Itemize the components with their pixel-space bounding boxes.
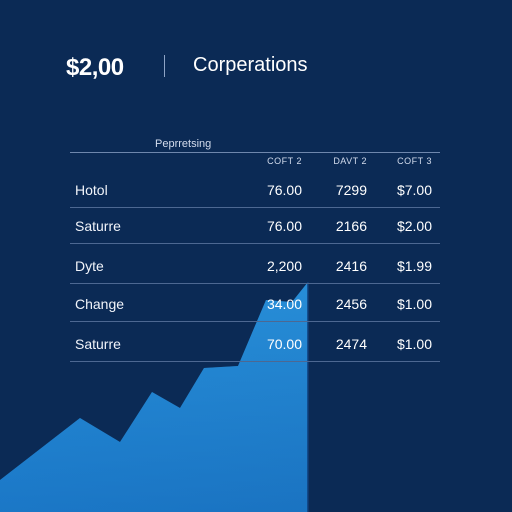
column-header: COFT 2 — [267, 156, 302, 166]
row-label: Dyte — [75, 258, 104, 274]
area-chart-shadow — [0, 282, 308, 512]
row-divider — [70, 361, 440, 362]
table-cell: 34.00 — [266, 296, 302, 312]
table-cell: 76.00 — [266, 218, 302, 234]
column-header: COFT 3 — [397, 156, 432, 166]
table-row: Dyte 2,200 2416 $1.99 — [70, 246, 440, 284]
row-divider — [70, 283, 440, 284]
column-header: DAVT 2 — [333, 156, 367, 166]
table-cell: 2166 — [335, 218, 367, 234]
header: $2,00 Corperations — [0, 0, 512, 110]
table-cell: $1.99 — [396, 258, 432, 274]
table-row: Saturre 76.00 2166 $2.00 — [70, 206, 440, 244]
header-title: Corperations — [193, 54, 308, 76]
header-amount: $2,00 — [66, 54, 124, 81]
row-label: Change — [75, 296, 125, 312]
table-cell: 76.00 — [266, 182, 302, 198]
table-cell: 7299 — [335, 182, 367, 198]
table-cell: $1.00 — [396, 336, 432, 352]
row-divider — [70, 243, 440, 244]
table-cell: $2.00 — [396, 218, 432, 234]
table-top-divider — [70, 152, 440, 153]
table-cell: 2456 — [335, 296, 367, 312]
table-row: Change 34.00 2456 $1.00 — [70, 284, 440, 322]
table-cell: $7.00 — [396, 182, 432, 198]
row-label: Saturre — [75, 218, 121, 234]
table-cell: 2416 — [335, 258, 367, 274]
row-divider — [70, 207, 440, 208]
table-cell: $1.00 — [396, 296, 432, 312]
table-row: Hotol 76.00 7299 $7.00 — [70, 170, 440, 208]
row-label: Hotol — [75, 182, 108, 198]
table-cell: 2,200 — [266, 258, 302, 274]
table-row: Saturre 70.00 2474 $1.00 — [70, 324, 440, 362]
table-cell: 2474 — [335, 336, 367, 352]
table-caption: Peprretsing — [155, 138, 212, 150]
row-label: Saturre — [75, 336, 121, 352]
row-divider — [70, 321, 440, 322]
table-cell: 70.00 — [266, 336, 302, 352]
header-divider — [164, 55, 165, 77]
